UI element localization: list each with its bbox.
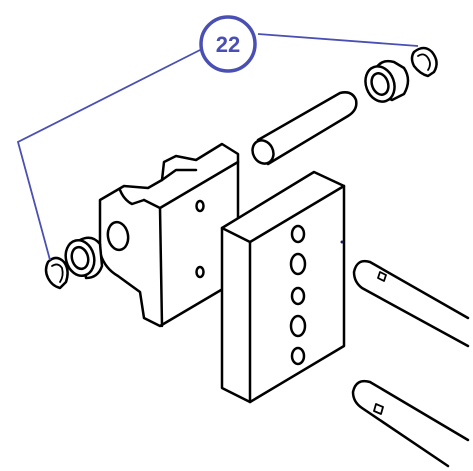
leader-line-left xyxy=(16,47,205,261)
retaining-ring-left xyxy=(44,256,69,290)
bracket-block xyxy=(98,142,240,328)
bushing-upper xyxy=(364,59,410,103)
pin-dowel xyxy=(251,91,358,166)
shaft-upper-right xyxy=(352,259,470,348)
callout-circle xyxy=(199,15,257,73)
retaining-ring-upper xyxy=(410,46,438,78)
leader-line-right xyxy=(257,33,419,47)
callout-leaders xyxy=(16,33,419,261)
front-block xyxy=(220,170,346,404)
shaft-lower-right xyxy=(351,379,470,468)
callout-bubble: 22 xyxy=(199,15,257,73)
bushing-left xyxy=(64,236,104,280)
callout-label: 22 xyxy=(216,32,240,57)
